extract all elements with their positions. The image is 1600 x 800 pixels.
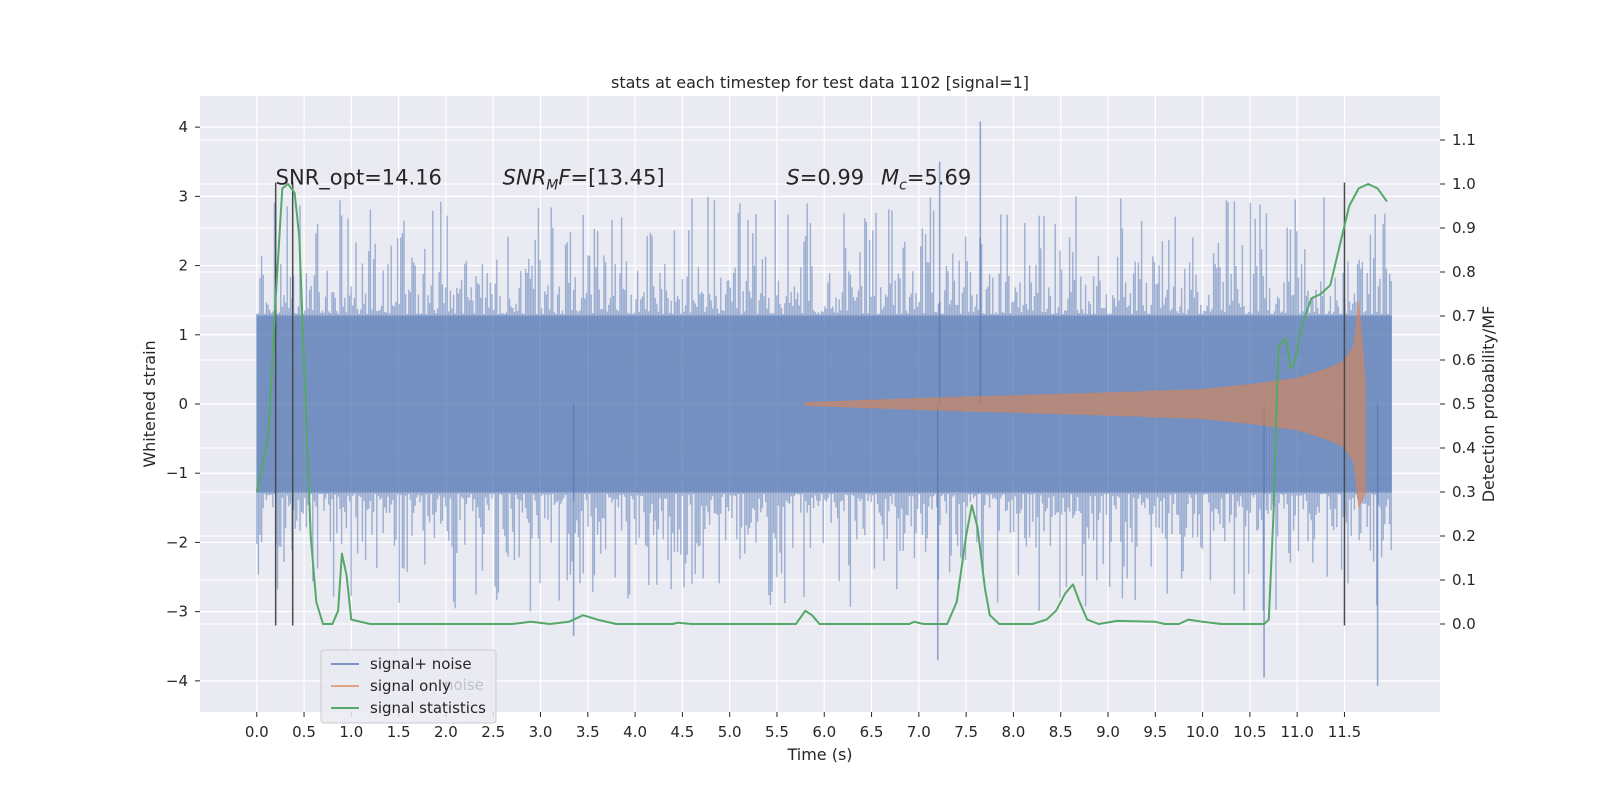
- vertical-markers: [274, 182, 1346, 626]
- x-tick-label: 6.5: [860, 723, 884, 741]
- x-tick-label: 9.0: [1096, 723, 1120, 741]
- legend-box: [320, 649, 497, 724]
- x-tick-label: 5.5: [765, 723, 789, 741]
- x-tick-label: 1.5: [387, 723, 411, 741]
- y-tick-label: −2: [166, 533, 188, 551]
- y-tick-label: 0: [178, 395, 188, 413]
- annotation-mc-value: Mc=5.69: [881, 166, 971, 194]
- signal-statistics-line: [255, 183, 1388, 625]
- noise-spikes: [256, 196, 1392, 612]
- legend: noise signal+ noise signal only signal sta…: [320, 649, 497, 724]
- x-tick-label: 8.0: [1001, 723, 1025, 741]
- y-tick-label: 1: [178, 326, 188, 344]
- x-tick-label: 10.5: [1233, 723, 1266, 741]
- y2-tick-label: 0.9: [1452, 219, 1476, 237]
- y2-tick-label: 0.6: [1452, 351, 1476, 369]
- legend-ghost-text: noise: [444, 676, 484, 694]
- x-axis-label: Time (s): [786, 745, 852, 764]
- x-tick-label: 4.5: [670, 723, 694, 741]
- y2-tick-label: 0.2: [1452, 527, 1476, 545]
- legend-label: signal only: [370, 677, 451, 695]
- x-tick-label: 0.5: [292, 723, 316, 741]
- y2-tick-label: 0.3: [1452, 483, 1476, 501]
- x-tick-label: 11.5: [1328, 723, 1361, 741]
- y-axis-label: Whitened strain: [140, 340, 159, 467]
- signal-only-envelope: [804, 300, 1366, 510]
- x-tick-label: 2.5: [481, 723, 505, 741]
- legend-label: signal statistics: [370, 699, 486, 717]
- y-tick-label: 2: [178, 257, 188, 275]
- x-tick-label: 1.0: [339, 723, 363, 741]
- y2-axis-label: Detection probability/MF: [1479, 306, 1498, 503]
- x-tick-label: 8.5: [1049, 723, 1073, 741]
- y2-tick-label: 1.1: [1452, 131, 1476, 149]
- y2-tick-label: 1.0: [1452, 175, 1476, 193]
- x-tick-label: 7.0: [907, 723, 931, 741]
- x-tick-label: 6.0: [812, 723, 836, 741]
- x-tick-label: 5.0: [718, 723, 742, 741]
- signal-only-series: [804, 300, 1366, 510]
- signal-statistics-series: [255, 183, 1388, 625]
- y-tick-label: −3: [166, 603, 188, 621]
- x-axis-ticks: 0.0 0.5 1.0 1.5 2.0 2.5 3.0 3.5 4.0 4.5 5.0 5.5 6.0 6…: [245, 712, 1361, 741]
- x-tick-label: 4.0: [623, 723, 647, 741]
- x-tick-label: 11.0: [1280, 723, 1313, 741]
- legend-label: signal+ noise: [370, 655, 472, 673]
- y-tick-label: 4: [178, 118, 188, 136]
- x-tick-label: 3.5: [576, 723, 600, 741]
- annotation-snr-opt: SNR_opt=14.16: [276, 166, 442, 191]
- y2-tick-label: 0.0: [1452, 615, 1476, 633]
- annotation-snr-mf: SNRMF=[13.45]: [503, 166, 665, 194]
- annotation-s-value: S=0.99: [786, 166, 864, 190]
- x-tick-label: 3.0: [529, 723, 553, 741]
- y2-axis-ticks: 0.0 0.1 0.2 0.3 0.4 0.5 0.6 0.7 0.8 0.9 1.0 1.1: [1440, 131, 1476, 633]
- y2-tick-label: 0.7: [1452, 307, 1476, 325]
- annotations: SNR_opt=14.16 SNRMF=[13.45] S=0.99 Mc=5.69: [276, 166, 972, 194]
- y-tick-label: 3: [178, 187, 188, 205]
- x-tick-label: 9.5: [1143, 723, 1167, 741]
- y2-tick-label: 0.4: [1452, 439, 1476, 457]
- y-tick-label: −4: [166, 672, 188, 690]
- y2-tick-label: 0.1: [1452, 571, 1476, 589]
- y-tick-label: −1: [166, 464, 188, 482]
- x-tick-label: 7.5: [954, 723, 978, 741]
- y2-tick-label: 0.5: [1452, 395, 1476, 413]
- y2-tick-label: 0.8: [1452, 263, 1476, 281]
- legend-entries: signal+ noise signal only signal statistic…: [331, 655, 486, 717]
- x-tick-label: 0.0: [245, 723, 269, 741]
- x-tick-label: 10.0: [1186, 723, 1219, 741]
- x-tick-label: 2.0: [434, 723, 458, 741]
- y-axis-ticks: −4 −3 −2 −1 0 1 2 3 4: [166, 118, 200, 690]
- chart-title: stats at each timestep for test data 110…: [611, 73, 1029, 92]
